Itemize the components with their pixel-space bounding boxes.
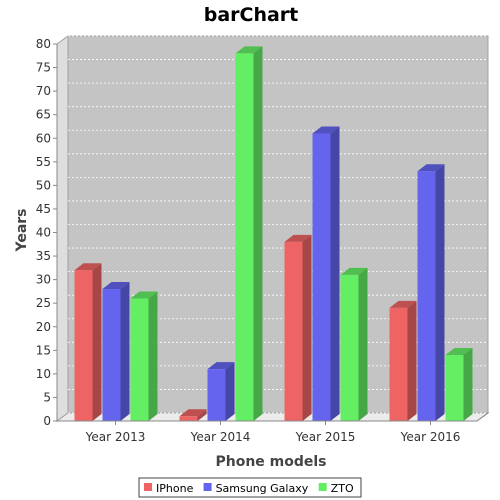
bar-top [340, 267, 368, 275]
bar-front [130, 298, 149, 421]
legend-item: ZTO [318, 482, 354, 495]
bar [284, 234, 312, 421]
legend-label: ZTO [331, 482, 354, 495]
bar [235, 46, 263, 422]
bar [102, 282, 130, 421]
bar-top [74, 263, 102, 271]
legend: IPhone Samsung Galaxy ZTO [138, 477, 362, 498]
bar-top [312, 126, 340, 134]
y-tick-label: 45 [36, 202, 51, 216]
bar-front [207, 369, 226, 421]
y-tick-label: 35 [36, 249, 51, 263]
bar [179, 409, 207, 421]
bar-top [389, 300, 417, 308]
y-tick-label: 25 [36, 296, 51, 310]
bar [130, 291, 158, 421]
y-tick-label: 0 [43, 414, 51, 428]
x-tick-label: Year 2016 [400, 430, 461, 444]
bar-side [225, 362, 235, 421]
bar [312, 126, 340, 421]
bar-top [417, 164, 445, 172]
plot-left-wall [56, 35, 69, 422]
bar-front [340, 274, 359, 421]
bar-top [102, 282, 130, 290]
bar-side [358, 267, 368, 421]
y-tick-label: 50 [36, 178, 51, 192]
y-tick-label: 70 [36, 84, 51, 98]
bars [74, 46, 473, 422]
y-tick-label: 20 [36, 320, 51, 334]
bar-top [445, 348, 473, 356]
bar-side [92, 263, 102, 421]
bar-front [284, 241, 303, 421]
bar-side [463, 348, 473, 421]
legend-box [138, 477, 362, 498]
x-tick-label: Year 2015 [295, 430, 356, 444]
legend-swatch [318, 483, 327, 491]
y-axis-title: Years [14, 208, 30, 252]
bar-side [120, 282, 130, 421]
y-tick-label: 15 [36, 343, 51, 357]
x-tick-label: Year 2013 [85, 430, 146, 444]
bar-side [302, 234, 312, 421]
chart-title: barChart [204, 4, 299, 26]
bar [445, 348, 473, 421]
y-tick-label: 5 [43, 390, 51, 404]
bar [74, 263, 102, 421]
bar-side [197, 409, 207, 421]
bar [389, 300, 417, 421]
legend-swatch [144, 483, 153, 491]
x-tick-labels: Year 2013 Year 2014 Year 2015 Year 2016 [85, 421, 461, 444]
bar-front [445, 355, 464, 421]
bar-front [179, 416, 198, 421]
bar-front [235, 53, 254, 422]
bar [340, 267, 368, 421]
x-tick-label: Year 2014 [190, 430, 251, 444]
y-tick-labels: 0 5 10 15 20 25 30 35 40 45 50 55 60 65 70 75 80 [36, 37, 57, 428]
bar-side [407, 300, 417, 421]
bar-top [130, 291, 158, 299]
bar-side [148, 291, 158, 421]
bar-side [330, 126, 340, 421]
y-tick-label: 55 [36, 155, 51, 169]
bar-front [389, 307, 408, 421]
bar-top [235, 46, 263, 54]
bar [207, 362, 235, 421]
legend-item: Samsung Galaxy [203, 482, 309, 495]
y-tick-label: 80 [36, 37, 51, 51]
legend-swatch [203, 483, 212, 491]
x-axis-corner [476, 412, 489, 422]
y-tick-label: 40 [36, 226, 51, 240]
bar-top [179, 409, 207, 417]
bar-side [435, 164, 445, 422]
bar-side [253, 46, 263, 422]
y-tick-label: 10 [36, 367, 51, 381]
y-tick-label: 60 [36, 131, 51, 145]
bar-front [312, 133, 331, 421]
legend-item: IPhone [144, 482, 194, 495]
y-tick-label: 65 [36, 108, 51, 122]
bar [417, 164, 445, 422]
bar-front [102, 289, 121, 421]
bar-top [284, 234, 312, 242]
x-axis-title: Phone models [215, 454, 326, 470]
y-tick-label: 30 [36, 273, 51, 287]
bar-front [74, 270, 93, 421]
legend-label: Samsung Galaxy [216, 482, 309, 495]
legend-label: IPhone [156, 482, 194, 495]
bar-top [207, 362, 235, 370]
bar-front [417, 171, 436, 421]
y-tick-label: 75 [36, 61, 51, 75]
